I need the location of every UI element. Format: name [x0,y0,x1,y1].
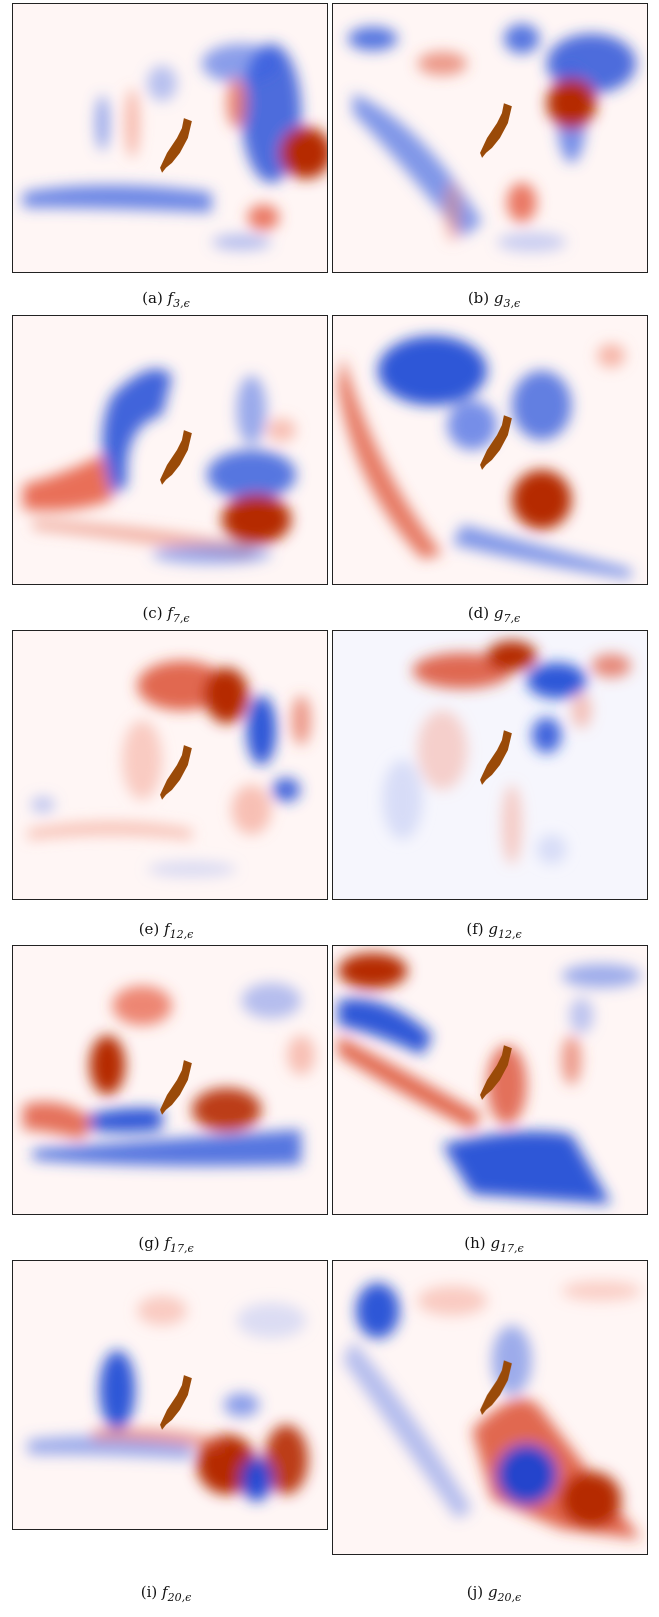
island-shape [160,1375,192,1430]
caption-fn: f [167,289,174,307]
caption-j: (j) g20,ϵ [336,1583,652,1604]
panel-g-field-map [12,945,328,1215]
caption-fn: g [493,604,504,622]
caption-fn: g [493,289,504,307]
island-shape [160,745,192,800]
panel-f-field-map [332,630,648,900]
panel-j-field-map [332,1260,648,1555]
field-map-c [22,368,297,565]
panel-e-field-map [12,630,328,900]
panel-b-field-map [332,3,648,273]
island-shape [160,430,192,485]
field-map-h [337,952,642,1205]
field-map-g [22,982,316,1167]
island-shape [480,103,512,158]
panel-h-field-map [332,945,648,1215]
caption-c: (c) f7,ϵ [8,604,324,625]
caption-tag: (d) [467,604,490,622]
caption-sub: 17,ϵ [170,1242,194,1255]
field-map-b [347,23,637,253]
caption-tag: (c) [142,604,163,622]
caption-fn: g [490,1234,501,1252]
caption-f: (f) g12,ϵ [336,920,652,941]
caption-sub: 12,ϵ [498,928,522,941]
caption-fn: f [167,604,173,622]
field-map-a [22,43,327,251]
caption-sub: 20,ϵ [497,1591,522,1604]
caption-tag: (b) [467,289,490,307]
caption-sub: 17,ϵ [500,1242,524,1255]
field-map-j [342,1280,642,1540]
island-shape [160,118,192,173]
caption-tag: (h) [464,1234,486,1252]
caption-tag: (g) [138,1234,160,1252]
field-map-d [337,335,632,580]
caption-e: (e) f12,ϵ [8,920,324,941]
island-shape [160,1060,192,1115]
caption-sub: 7,ϵ [503,612,521,625]
caption-sub: 20,ϵ [167,1591,192,1604]
caption-fn: g [488,920,498,938]
island-shape [480,415,512,470]
caption-tag: (f) [466,920,484,938]
panel-c-field-map [12,315,328,585]
caption-fn: f [162,1583,168,1601]
caption-fn: g [487,1583,498,1601]
caption-sub: 3,ϵ [173,297,190,310]
caption-tag: (e) [138,920,160,938]
caption-tag: (i) [140,1583,158,1601]
panel-i-field-map [12,1260,328,1530]
field-map-f [382,640,632,865]
caption-sub: 3,ϵ [503,297,521,310]
island-shape [480,730,512,785]
caption-d: (d) g7,ϵ [336,604,652,625]
field-map-e [27,660,312,878]
island-shape [480,1045,512,1100]
caption-fn: f [164,920,170,938]
caption-sub: 12,ϵ [169,928,194,941]
field-map-i [27,1295,309,1502]
caption-tag: (a) [142,289,163,307]
panel-a-field-map [12,3,328,273]
caption-h: (h) g17,ϵ [336,1234,652,1255]
caption-sub: 7,ϵ [172,612,190,625]
caption-g: (g) f17,ϵ [8,1234,324,1255]
caption-i: (i) f20,ϵ [8,1583,324,1604]
caption-b: (b) g3,ϵ [336,289,652,310]
caption-a: (a) f3,ϵ [8,289,324,310]
caption-fn: f [164,1234,170,1252]
caption-tag: (j) [466,1583,484,1601]
island-shape [480,1360,512,1415]
panel-d-field-map [332,315,648,585]
